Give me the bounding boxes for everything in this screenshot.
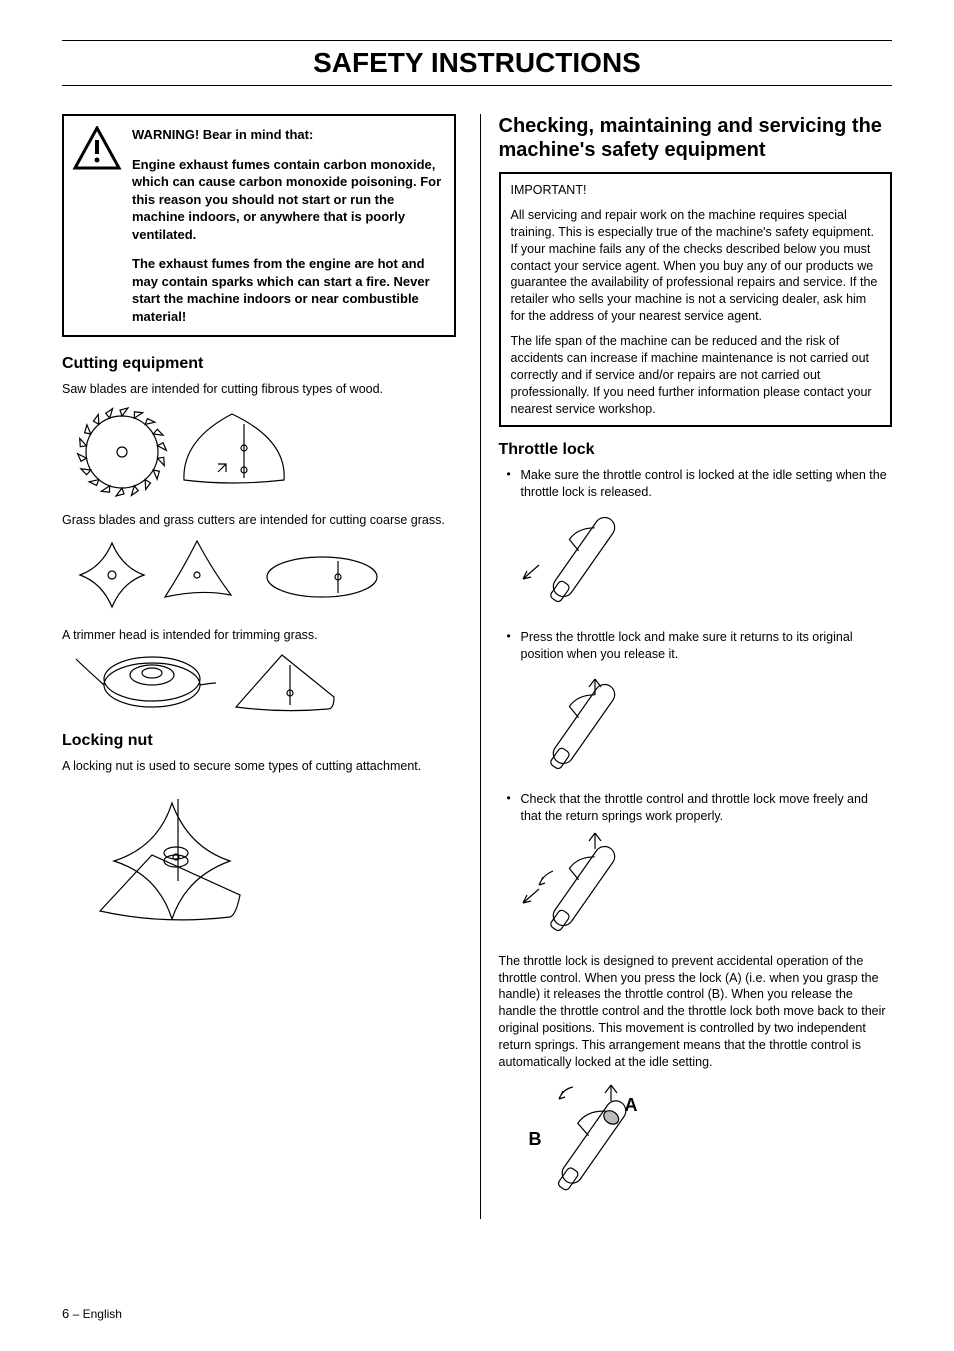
page-number: 6 (62, 1306, 69, 1321)
checking-heading: Checking, maintaining and servicing the … (499, 114, 893, 162)
label-a: A (625, 1095, 638, 1116)
warning-heading: WARNING! Bear in mind that: (132, 126, 442, 144)
locking-nut-p1: A locking nut is used to secure some typ… (62, 758, 456, 775)
throttle-bullet2-text: Press the throttle lock and make sure it… (521, 629, 893, 663)
throttle-bullet1: • Make sure the throttle control is lock… (499, 467, 893, 501)
throttle-bullet3: • Check that the throttle control and th… (499, 791, 893, 825)
warning-para2: The exhaust fumes from the engine are ho… (132, 255, 442, 325)
cutting-p1: Saw blades are intended for cutting fibr… (62, 381, 456, 398)
throttle-bullet3-text: Check that the throttle control and thro… (521, 791, 893, 825)
left-column: WARNING! Bear in mind that: Engine exhau… (62, 114, 456, 1219)
two-column-layout: WARNING! Bear in mind that: Engine exhau… (62, 114, 892, 1219)
grass-blade-illustration (72, 535, 392, 615)
saw-blade-illustration (72, 404, 312, 500)
page-footer: 6 – English (62, 1306, 122, 1321)
locking-nut-heading: Locking nut (62, 732, 456, 750)
warning-icon (72, 126, 122, 325)
trimmer-head-illustration (72, 650, 352, 720)
bullet-dot: • (499, 791, 507, 825)
bullet-dot: • (499, 467, 507, 501)
right-column: Checking, maintaining and servicing the … (480, 114, 893, 1219)
locking-nut-illustration (72, 781, 272, 941)
warning-box: WARNING! Bear in mind that: Engine exhau… (62, 114, 456, 337)
throttle-illustration-2 (509, 669, 659, 779)
throttle-heading: Throttle lock (499, 441, 893, 459)
important-label: IMPORTANT! (511, 182, 881, 199)
page-language: English (83, 1307, 122, 1321)
throttle-labeled-illustration: A B (499, 1077, 893, 1207)
footer-dash: – (73, 1307, 83, 1321)
label-b: B (529, 1129, 542, 1150)
throttle-bullet2: • Press the throttle lock and make sure … (499, 629, 893, 663)
throttle-illustration-1 (509, 507, 659, 617)
throttle-bullet1-text: Make sure the throttle control is locked… (521, 467, 893, 501)
warning-para1: Engine exhaust fumes contain carbon mono… (132, 156, 442, 244)
page-title: SAFETY INSTRUCTIONS (62, 40, 892, 86)
important-p1: All servicing and repair work on the mac… (511, 207, 881, 325)
warning-text: WARNING! Bear in mind that: Engine exhau… (132, 126, 442, 325)
throttle-explain: The throttle lock is designed to prevent… (499, 953, 893, 1071)
cutting-p3: A trimmer head is intended for trimming … (62, 627, 456, 644)
important-box: IMPORTANT! All servicing and repair work… (499, 172, 893, 427)
cutting-equipment-heading: Cutting equipment (62, 355, 456, 373)
important-p2: The life span of the machine can be redu… (511, 333, 881, 417)
cutting-p2: Grass blades and grass cutters are inten… (62, 512, 456, 529)
throttle-illustration-3 (509, 831, 659, 941)
bullet-dot: • (499, 629, 507, 663)
